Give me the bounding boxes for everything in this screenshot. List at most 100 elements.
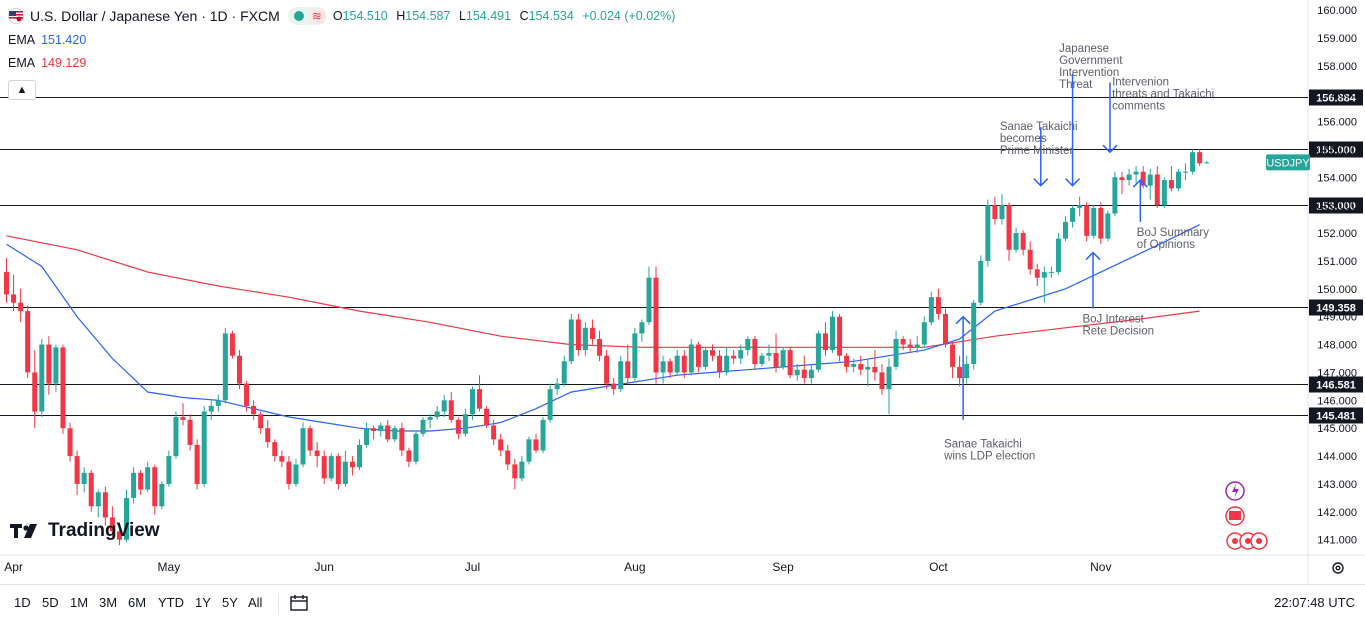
candle-body: [1034, 269, 1040, 278]
level-price-label: 145.481: [1316, 411, 1356, 423]
candle: [251, 400, 257, 420]
timeframe-1d[interactable]: 1D: [14, 595, 31, 610]
candle-body: [865, 366, 871, 370]
timeframe-5y[interactable]: 5Y: [222, 595, 238, 610]
candle-body: [526, 439, 532, 462]
candle-body: [1098, 207, 1104, 239]
x-tick-label: Aug: [624, 560, 645, 574]
candle: [745, 336, 751, 356]
date-range-icon[interactable]: [289, 593, 309, 613]
candle: [667, 358, 673, 379]
candle: [900, 336, 906, 351]
candle: [646, 266, 652, 326]
settings-gear-icon[interactable]: [1330, 560, 1346, 576]
candle: [618, 355, 624, 392]
candle: [116, 525, 122, 546]
candle-body: [731, 355, 737, 359]
japan-flag-icon: [1245, 538, 1251, 544]
candle: [102, 486, 108, 526]
tradingview-logo[interactable]: TradingView: [10, 520, 160, 542]
candle: [759, 352, 765, 367]
candle-body: [67, 428, 73, 457]
candle: [505, 444, 511, 471]
usd-jpy-flag-icon: [8, 8, 24, 24]
candle: [653, 266, 659, 384]
candle-body: [519, 461, 525, 479]
time-axis: Apr May Jun Jul Aug Sep Oct Nov: [4, 560, 1111, 574]
candle: [780, 347, 786, 370]
level-price-tag: [1309, 141, 1363, 158]
timeframe-1m[interactable]: 1M: [70, 595, 89, 610]
timeframe-all[interactable]: All: [248, 595, 263, 610]
symbol-title[interactable]: U.S. Dollar / Japanese Yen · 1D · FXCM: [30, 8, 280, 24]
timeframe-6m[interactable]: 6M: [128, 595, 147, 610]
level-price-tag: [1309, 299, 1363, 316]
candle-body: [434, 411, 440, 418]
candle: [145, 461, 151, 493]
candle-body: [124, 497, 130, 540]
candle: [575, 313, 581, 356]
ema-fast-legend[interactable]: EMA 151.420: [8, 33, 87, 47]
candle: [279, 450, 285, 468]
ema-slow-legend[interactable]: EMA 149.129: [8, 56, 87, 70]
y-tick-label: 148.000: [1317, 340, 1357, 352]
collapse-legend-button[interactable]: ▲: [8, 80, 36, 100]
annotation-text: Government: [1059, 55, 1123, 67]
candle-body: [222, 333, 228, 401]
ema-lines: [6, 224, 1200, 432]
candle-body: [187, 419, 193, 445]
candle: [194, 439, 200, 490]
candle: [335, 453, 341, 490]
candle-body: [999, 205, 1005, 220]
x-tick-label: Oct: [929, 560, 948, 574]
candle: [942, 308, 948, 348]
candle-body: [469, 389, 475, 415]
level-price-label: 155.000: [1316, 145, 1356, 157]
candle: [1119, 171, 1125, 195]
candle-body: [738, 350, 744, 359]
timeframe-ytd[interactable]: YTD: [158, 595, 184, 610]
candle-body: [646, 277, 652, 323]
candle: [935, 288, 941, 320]
candle-body: [138, 472, 144, 490]
symbol-price-label: USDJPY: [1266, 157, 1310, 169]
candle: [533, 433, 539, 454]
y-tick-label: 158.000: [1317, 61, 1357, 73]
candle-body: [618, 361, 624, 390]
candle-body: [766, 352, 772, 356]
candle-body: [81, 472, 87, 484]
candle-body: [173, 417, 179, 457]
candle-body: [872, 366, 878, 373]
candle-body: [244, 383, 250, 406]
candle-body: [462, 414, 468, 434]
candle: [865, 358, 871, 387]
candle: [67, 422, 73, 462]
candle-body: [921, 322, 927, 345]
y-tick-label: 142.000: [1317, 507, 1357, 519]
candle-body: [752, 338, 758, 365]
annotation-text: Rete Decision: [1082, 325, 1154, 337]
candle-body: [611, 383, 617, 390]
candle: [561, 355, 567, 387]
japan-flag-icon: [1256, 538, 1262, 544]
timeframe-5d[interactable]: 5D: [42, 595, 59, 610]
timeframe-3m[interactable]: 3M: [99, 595, 118, 610]
candle: [166, 450, 172, 487]
market-status-pill[interactable]: ≋: [287, 7, 327, 25]
candle: [589, 319, 595, 345]
candle-body: [844, 355, 850, 367]
candle-body: [427, 417, 433, 420]
candle-body: [420, 419, 426, 434]
timeframe-1y[interactable]: 1Y: [195, 595, 211, 610]
candle: [928, 291, 934, 326]
candle: [985, 199, 991, 267]
candle: [208, 400, 214, 420]
annotation-text: Sanae Takaichi: [1000, 121, 1078, 133]
candle: [88, 470, 94, 512]
y-tick-label: 159.000: [1317, 33, 1357, 45]
candle: [886, 358, 892, 415]
ema-fast-line: [6, 224, 1200, 432]
